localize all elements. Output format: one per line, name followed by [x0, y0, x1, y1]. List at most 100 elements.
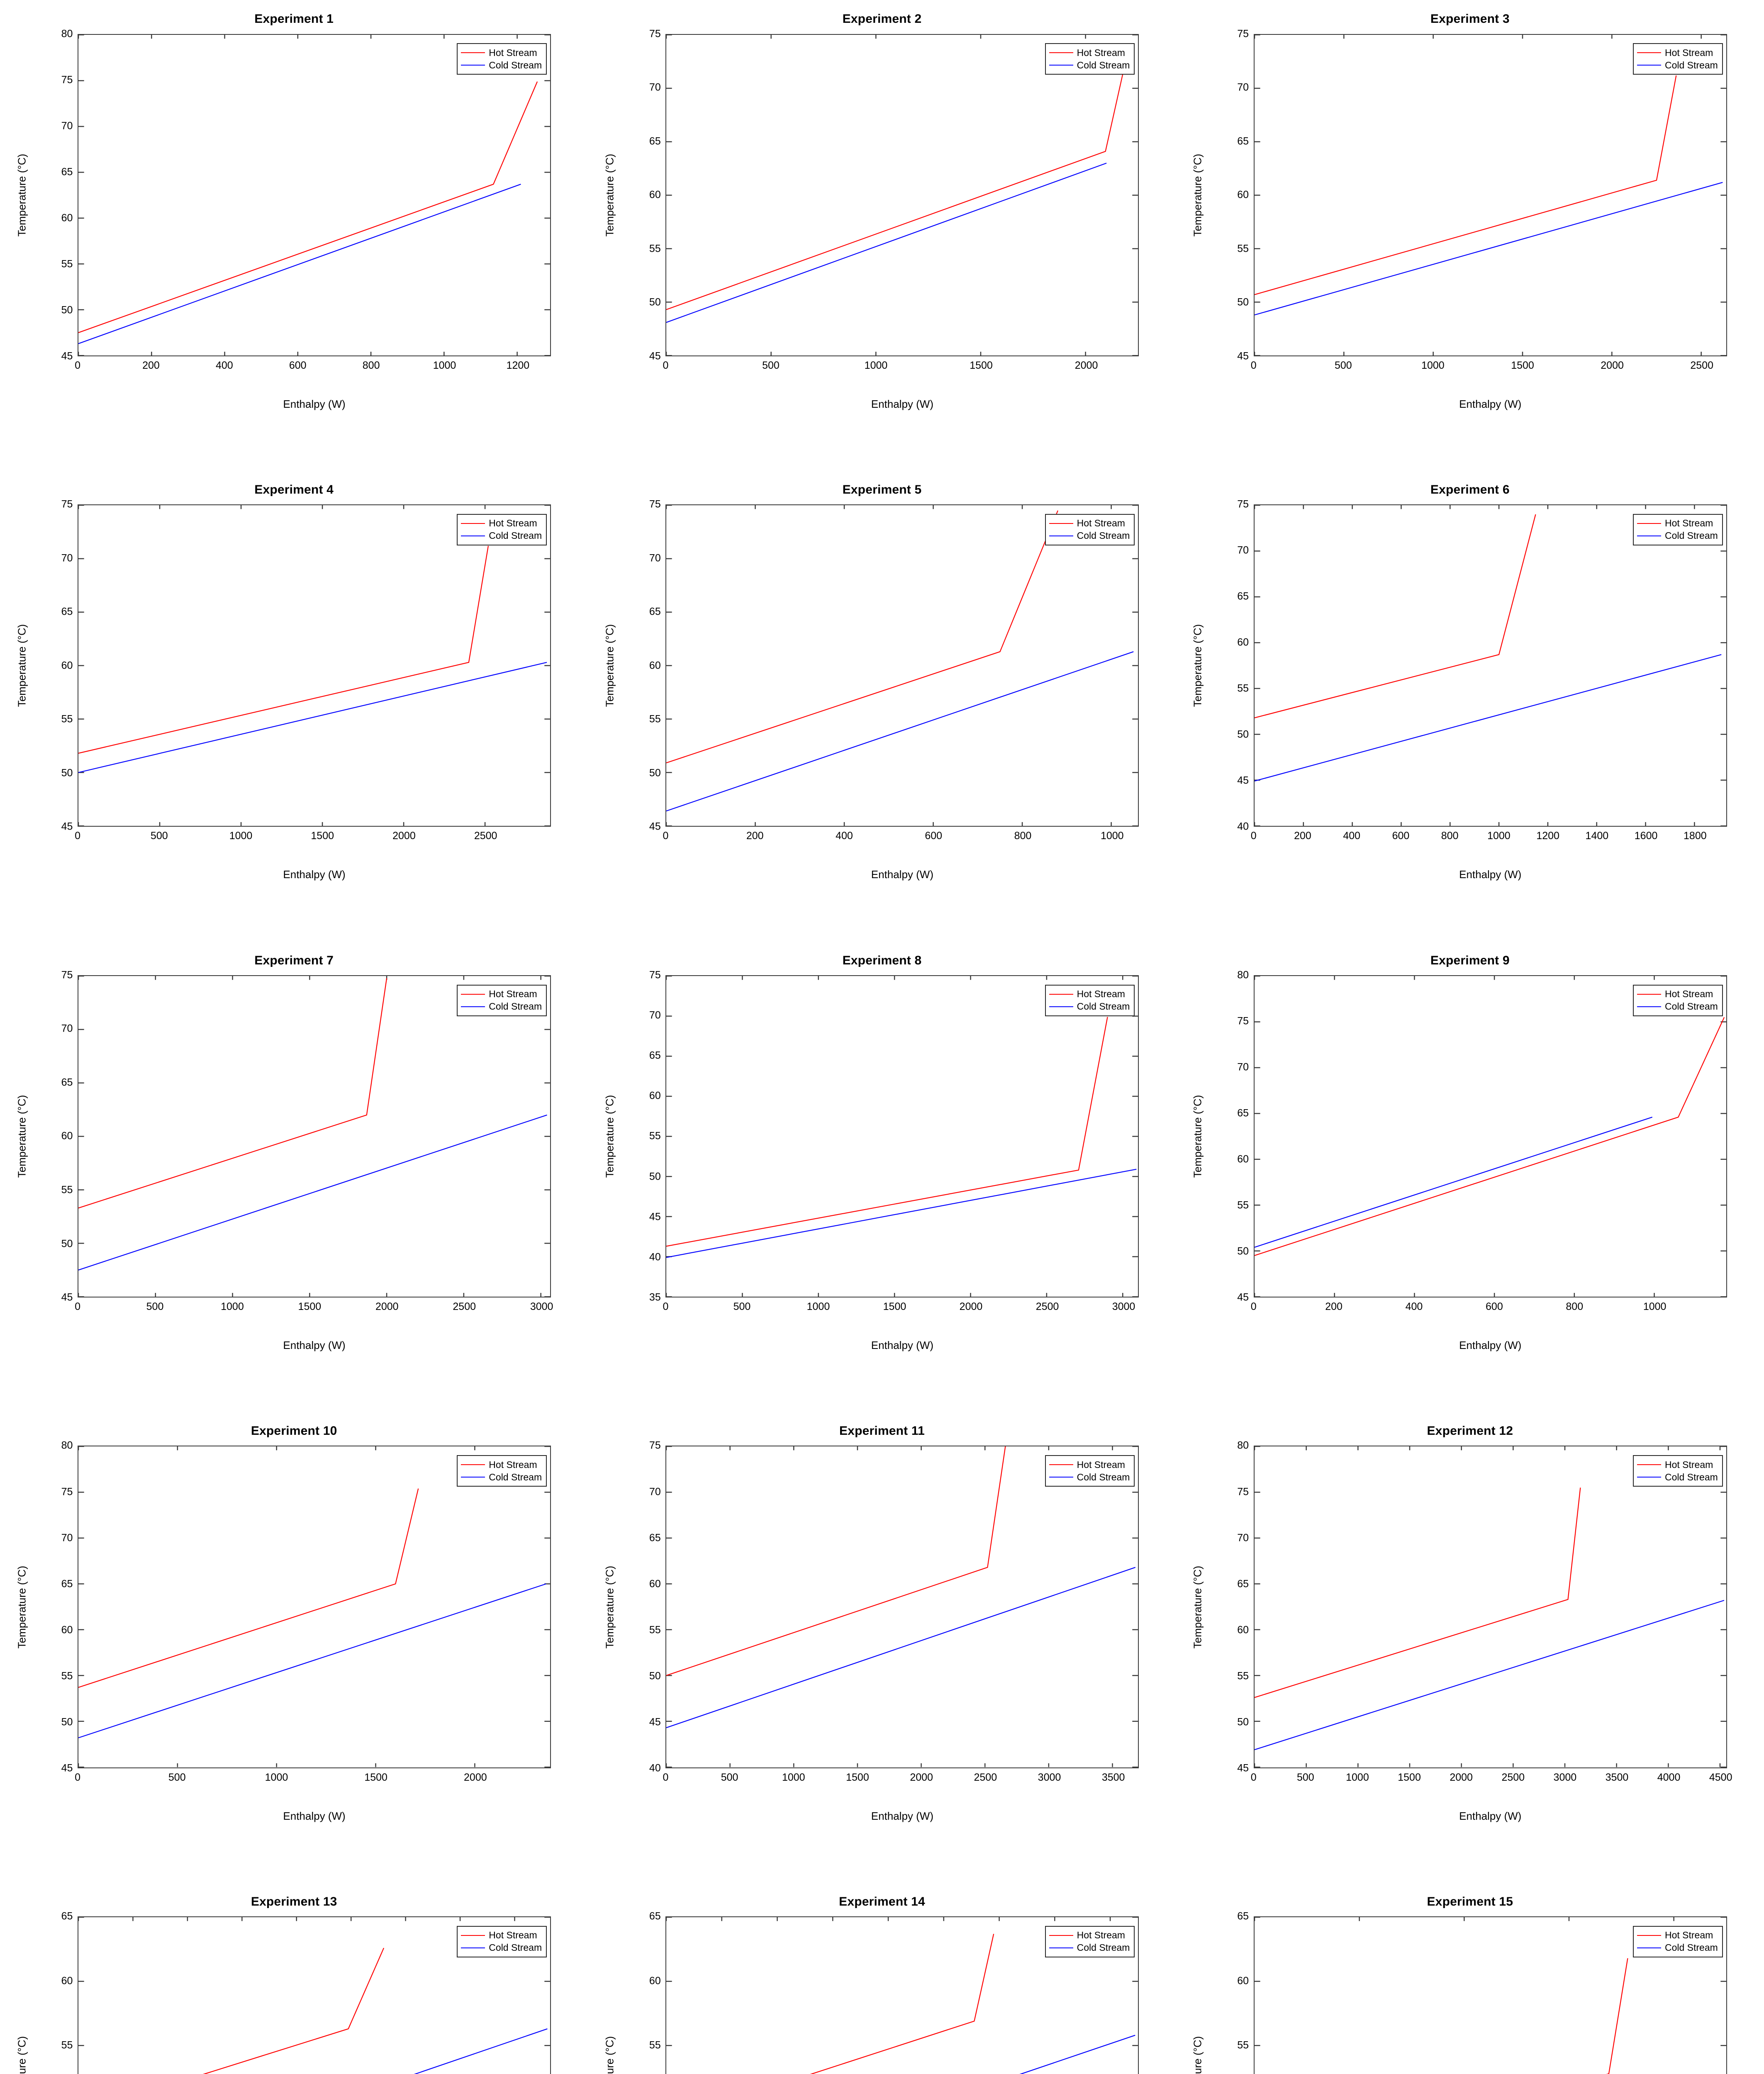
hot-stream-line	[78, 978, 387, 1208]
x-tick-label: 0	[75, 830, 81, 842]
plot-area	[665, 504, 1139, 827]
cold-stream-swatch-icon	[1637, 65, 1661, 66]
legend-label: Cold Stream	[1077, 59, 1130, 71]
y-tick-labels: 45 50 55 60 65 70 75	[1209, 28, 1251, 362]
x-tick-labels: 0 200 400 600 800 1000 1200	[75, 360, 551, 392]
y-tick-labels: 35 40 45 50 55 60 65 70 75	[621, 969, 663, 1303]
subplot-panel: Experiment 6 Temperature (°C) Enthalpy (W)…	[1176, 471, 1764, 942]
legend-item-hot-stream[interactable]: Hot Stream	[461, 988, 542, 1000]
cold-stream-line	[1255, 1117, 1652, 1247]
y-tick-label: 45	[1237, 774, 1249, 786]
legend-item-hot-stream[interactable]: Hot Stream	[1049, 988, 1130, 1000]
legend-item-hot-stream[interactable]: Hot Stream	[1049, 1458, 1130, 1471]
legend-item-cold-stream[interactable]: Cold Stream	[461, 1471, 542, 1483]
legend-item-cold-stream[interactable]: Cold Stream	[1049, 1942, 1130, 1954]
legend[interactable]: Hot Stream Cold Stream	[1045, 1455, 1135, 1487]
legend-item-cold-stream[interactable]: Cold Stream	[1049, 59, 1130, 71]
y-tick-label: 45	[649, 1211, 661, 1223]
y-tick-label: 70	[61, 120, 73, 132]
legend[interactable]: Hot Stream Cold Stream	[457, 1455, 547, 1487]
panel-title: Experiment 7	[254, 953, 334, 967]
legend-item-cold-stream[interactable]: Cold Stream	[1637, 1471, 1718, 1483]
legend-item-cold-stream[interactable]: Cold Stream	[461, 1000, 542, 1013]
legend[interactable]: Hot Stream Cold Stream	[1632, 1926, 1723, 1957]
subplot-panel: Experiment 5 Temperature (°C) Enthalpy (W)…	[588, 471, 1176, 942]
panel-inner: Experiment 8 Temperature (°C) Enthalpy (W)…	[588, 941, 1176, 1412]
legend-item-cold-stream[interactable]: Cold Stream	[461, 1942, 542, 1954]
legend-item-hot-stream[interactable]: Hot Stream	[461, 1458, 542, 1471]
y-tick-label: 75	[649, 498, 661, 510]
y-tick-label: 60	[61, 1624, 73, 1636]
legend-item-hot-stream[interactable]: Hot Stream	[1049, 1929, 1130, 1942]
x-tick-label: 3000	[1038, 1771, 1061, 1783]
legend-item-cold-stream[interactable]: Cold Stream	[1049, 1000, 1130, 1013]
legend[interactable]: Hot Stream Cold Stream	[457, 43, 547, 75]
legend-item-cold-stream[interactable]: Cold Stream	[1637, 530, 1718, 542]
legend-item-cold-stream[interactable]: Cold Stream	[1049, 530, 1130, 542]
legend[interactable]: Hot Stream Cold Stream	[457, 514, 547, 545]
legend[interactable]: Hot Stream Cold Stream	[1632, 43, 1723, 75]
legend-item-hot-stream[interactable]: Hot Stream	[461, 46, 542, 59]
y-axis-label: Temperature (°C)	[595, 975, 624, 1297]
cold-stream-swatch-icon	[461, 1477, 485, 1478]
plot-area	[665, 1446, 1139, 1768]
subplot-panel: Experiment 4 Temperature (°C) Enthalpy (W)…	[0, 471, 588, 942]
x-tick-label: 600	[1392, 830, 1410, 842]
y-axis-label: Temperature (°C)	[1183, 1916, 1213, 2074]
legend-item-cold-stream[interactable]: Cold Stream	[1049, 1471, 1130, 1483]
panel-title: Experiment 10	[251, 1424, 337, 1438]
legend-item-cold-stream[interactable]: Cold Stream	[1637, 1000, 1718, 1013]
legend-item-hot-stream[interactable]: Hot Stream	[1637, 988, 1718, 1000]
y-tick-label: 60	[649, 189, 661, 201]
x-axis-label: Enthalpy (W)	[871, 868, 933, 881]
panel-inner: Experiment 10 Temperature (°C) Enthalpy (W…	[0, 1412, 588, 1883]
hot-stream-swatch-icon	[1637, 1464, 1661, 1465]
legend[interactable]: Hot Stream Cold Stream	[1045, 1926, 1135, 1957]
y-tick-label: 45	[61, 350, 73, 362]
panel-title: Experiment 3	[1430, 12, 1510, 26]
x-tick-label: 0	[75, 1301, 81, 1313]
x-axis-label: Enthalpy (W)	[871, 397, 933, 410]
legend-item-hot-stream[interactable]: Hot Stream	[461, 1929, 542, 1942]
legend-item-cold-stream[interactable]: Cold Stream	[461, 59, 542, 71]
legend-label: Cold Stream	[1077, 1471, 1130, 1482]
legend[interactable]: Hot Stream Cold Stream	[1632, 984, 1723, 1016]
legend-item-hot-stream[interactable]: Hot Stream	[1049, 517, 1130, 530]
legend-label: Hot Stream	[1664, 1459, 1713, 1470]
y-tick-label: 75	[61, 498, 73, 510]
x-tick-label: 1400	[1585, 830, 1609, 842]
legend-label: Cold Stream	[489, 530, 542, 541]
legend-item-hot-stream[interactable]: Hot Stream	[1637, 1458, 1718, 1471]
legend-item-hot-stream[interactable]: Hot Stream	[1637, 517, 1718, 530]
legend-item-hot-stream[interactable]: Hot Stream	[461, 517, 542, 530]
x-tick-label: 200	[746, 830, 764, 842]
cold-stream-swatch-icon	[1049, 1477, 1073, 1478]
legend[interactable]: Hot Stream Cold Stream	[1045, 514, 1135, 545]
y-tick-label: 70	[1237, 544, 1249, 556]
hot-stream-line	[666, 1017, 1108, 1246]
legend[interactable]: Hot Stream Cold Stream	[457, 1926, 547, 1957]
legend[interactable]: Hot Stream Cold Stream	[457, 984, 547, 1016]
legend-item-cold-stream[interactable]: Cold Stream	[1637, 1942, 1718, 1954]
x-tick-label: 500	[762, 359, 780, 371]
cold-stream-line	[666, 1568, 1135, 1728]
plot-canvas	[1255, 976, 1726, 1297]
legend-item-cold-stream[interactable]: Cold Stream	[1637, 59, 1718, 71]
legend-item-hot-stream[interactable]: Hot Stream	[1049, 46, 1130, 59]
legend-item-hot-stream[interactable]: Hot Stream	[1637, 46, 1718, 59]
cold-stream-line	[1255, 182, 1723, 315]
y-tick-label: 65	[1237, 590, 1249, 602]
y-tick-label: 60	[1237, 189, 1249, 201]
legend[interactable]: Hot Stream Cold Stream	[1632, 1455, 1723, 1487]
y-axis-label-text: Temperature (°C)	[15, 624, 28, 707]
legend[interactable]: Hot Stream Cold Stream	[1045, 43, 1135, 75]
y-tick-label: 65	[61, 1578, 73, 1590]
x-tick-label: 1500	[364, 1771, 387, 1783]
cold-stream-line	[666, 1169, 1136, 1258]
legend-item-hot-stream[interactable]: Hot Stream	[1637, 1929, 1718, 1942]
x-axis-label: Enthalpy (W)	[871, 1339, 933, 1351]
legend[interactable]: Hot Stream Cold Stream	[1045, 984, 1135, 1016]
legend-item-cold-stream[interactable]: Cold Stream	[461, 530, 542, 542]
legend[interactable]: Hot Stream Cold Stream	[1632, 514, 1723, 545]
y-axis-label: Temperature (°C)	[7, 975, 37, 1297]
